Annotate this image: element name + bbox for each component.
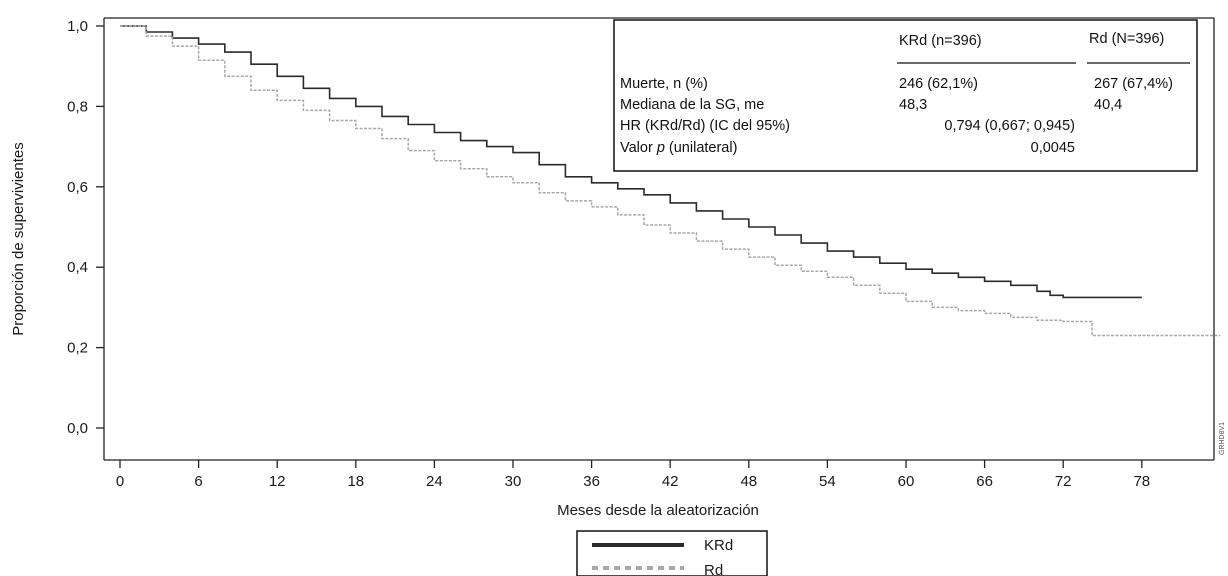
plot-area [103, 17, 1215, 461]
stats-row-deaths-rd: 267 (67,4%) [1094, 76, 1173, 92]
stats-row-pvalue-label: Valor p (unilateral) [620, 140, 737, 156]
x-tick-label: 60 [898, 473, 915, 490]
x-axis-title: Meses desde la aleatorización [557, 502, 759, 519]
x-tick-label: 78 [1133, 473, 1150, 490]
stats-row-deaths-label: Muerte, n (%) [620, 76, 708, 92]
y-tick-label: 0,2 [67, 340, 88, 357]
x-tick-label: 48 [740, 473, 757, 490]
y-axis-ticks: 0,0 0,2 0,4 0,6 0,8 1,0 [67, 18, 104, 437]
y-tick-label: 0,4 [67, 259, 88, 276]
series-line-rd [120, 25, 1221, 337]
stats-row-median-rd: 40,4 [1094, 97, 1122, 113]
y-tick-label: 0,8 [67, 98, 88, 115]
stats-header-krd: KRd (n=396) [899, 33, 982, 49]
x-tick-label: 66 [976, 473, 993, 490]
stats-row-hr-krd: 0,794 (0,667; 0,945) [944, 118, 1075, 134]
x-axis-ticks: 0 6 12 18 24 30 36 42 48 54 60 66 72 78 [116, 460, 1150, 490]
pvalue-prefix: Valor [620, 140, 657, 156]
x-tick-label: 30 [505, 473, 522, 490]
series-layer [120, 25, 1221, 337]
x-tick-label: 54 [819, 473, 836, 490]
stats-row-hr-label: HR (KRd/Rd) (IC del 95%) [620, 118, 790, 134]
side-code-label: GRHD8V1 [1219, 422, 1226, 455]
stats-header-rd: Rd (N=396) [1089, 31, 1164, 47]
stats-row-pvalue-krd: 0,0045 [1031, 140, 1075, 156]
legend-label-rd: Rd [704, 562, 723, 576]
x-tick-label: 42 [662, 473, 679, 490]
series-line-krd [120, 25, 1142, 299]
x-tick-label: 12 [269, 473, 286, 490]
y-tick-label: 0,6 [67, 179, 88, 196]
x-tick-label: 18 [347, 473, 364, 490]
stats-table: KRd (n=396) Rd (N=396) Muerte, n (%) 246… [613, 19, 1198, 172]
y-tick-label: 0,0 [67, 420, 88, 437]
pvalue-suffix: (unilateral) [665, 140, 738, 156]
x-tick-label: 72 [1055, 473, 1072, 490]
x-tick-label: 36 [583, 473, 600, 490]
y-tick-label: 1,0 [67, 18, 88, 35]
stats-row-median-label: Mediana de la SG, me [620, 97, 764, 113]
stats-table-border [613, 19, 1198, 172]
x-tick-label: 6 [194, 473, 202, 490]
x-tick-label: 24 [426, 473, 443, 490]
legend: KRd Rd [576, 530, 768, 576]
stats-row-deaths-krd: 246 (62,1%) [899, 76, 978, 92]
x-tick-label: 0 [116, 473, 124, 490]
y-axis-title: Proporción de supervivientes [10, 142, 27, 335]
stats-row-median-krd: 48,3 [899, 97, 927, 113]
pvalue-italic: p [656, 140, 665, 156]
legend-label-krd: KRd [704, 537, 733, 554]
